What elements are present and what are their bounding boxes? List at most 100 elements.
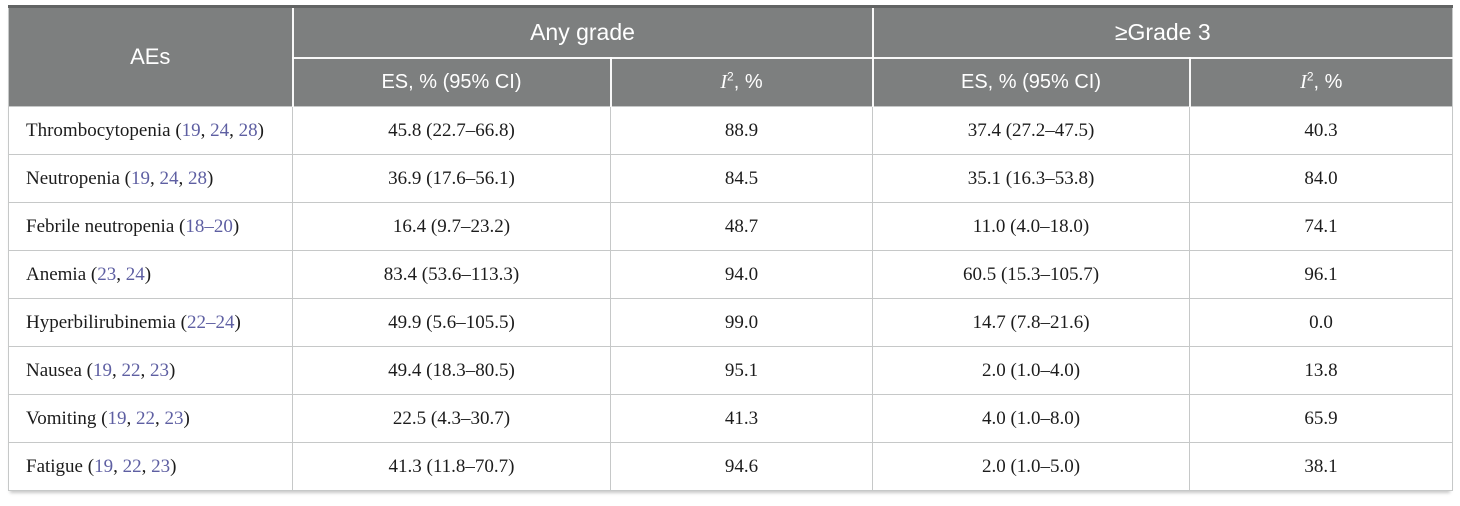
ae-name: Fatigue xyxy=(26,455,83,477)
ae-name-cell: Hyperbilirubinemia (22–24) xyxy=(8,298,293,347)
citation-refs: 23, 24 xyxy=(97,263,145,285)
ae-name: Neutropenia xyxy=(26,167,120,189)
grade3-es-cell: 4.0 (1.0–8.0) xyxy=(872,394,1191,443)
i2-superscript: 2 xyxy=(727,69,734,84)
grade3-i2-cell: 38.1 xyxy=(1189,442,1454,491)
grade3-i2-cell: 96.1 xyxy=(1189,250,1454,299)
citation-refs: 19, 22, 23 xyxy=(107,407,184,429)
citation-link[interactable]: 23 xyxy=(97,263,117,285)
citation-link[interactable]: 19 xyxy=(130,167,150,189)
citation-link[interactable]: 22 xyxy=(122,455,142,477)
citation-link[interactable]: 23 xyxy=(151,455,171,477)
any-grade-es-cell: 22.5 (4.3–30.7) xyxy=(292,394,611,443)
citation-link[interactable]: 23 xyxy=(164,407,184,429)
grade3-i2-cell: 65.9 xyxy=(1189,394,1454,443)
adverse-events-table: AEs Any grade ≥Grade 3 ES, % (95% CI) I2… xyxy=(8,5,1454,491)
table-row: Neutropenia (19, 24, 28) 36.9 (17.6–56.1… xyxy=(8,154,1454,203)
citation-paren: ( xyxy=(81,359,93,381)
ae-name: Vomiting xyxy=(26,407,97,429)
ae-name: Hyperbilirubinemia xyxy=(26,311,176,333)
header-group-row: AEs Any grade ≥Grade 3 xyxy=(8,6,1453,107)
citation-paren: ( xyxy=(175,311,187,333)
citation-paren: ) xyxy=(206,167,214,189)
ae-name: Nausea xyxy=(26,359,82,381)
any-grade-i2-cell: 84.5 xyxy=(609,154,874,203)
citation-link[interactable]: 24 xyxy=(125,263,145,285)
ae-name: Febrile neutropenia xyxy=(26,215,175,237)
citation-paren: ) xyxy=(170,455,177,477)
citation-link[interactable]: 22 xyxy=(121,359,141,381)
es-ci-label: ES, % (95% CI) xyxy=(381,70,522,93)
ae-name-cell: Fatigue (19, 22, 23) xyxy=(8,442,293,491)
citation-link[interactable]: 22–24 xyxy=(186,311,235,333)
citation-link[interactable]: 19 xyxy=(94,455,114,477)
citation-paren: ) xyxy=(232,215,240,237)
grade3-es-header: ES, % (95% CI) xyxy=(872,57,1191,107)
citation-paren: ( xyxy=(174,215,186,237)
any-grade-i2-cell: 88.9 xyxy=(609,106,874,155)
any-grade-es-cell: 45.8 (22.7–66.8) xyxy=(292,106,611,155)
citation-link[interactable]: 28 xyxy=(187,167,207,189)
grade3-es-cell: 60.5 (15.3–105.7) xyxy=(872,250,1191,299)
any-grade-es-cell: 36.9 (17.6–56.1) xyxy=(292,154,611,203)
citation-paren: ( xyxy=(119,167,131,189)
grade3-es-cell: 2.0 (1.0–4.0) xyxy=(872,346,1191,395)
grade3-es-cell: 35.1 (16.3–53.8) xyxy=(872,154,1191,203)
grade3-es-cell: 2.0 (1.0–5.0) xyxy=(872,442,1191,491)
any-grade-es-cell: 41.3 (11.8–70.7) xyxy=(292,442,611,491)
grade3-i2-cell: 40.3 xyxy=(1189,106,1454,155)
table-header: AEs Any grade ≥Grade 3 ES, % (95% CI) I2… xyxy=(8,6,1453,107)
citation-link[interactable]: 18–20 xyxy=(185,215,233,237)
citation-link[interactable]: 24 xyxy=(210,119,230,141)
any-grade-i2-cell: 99.0 xyxy=(609,298,874,347)
any-grade-es-cell: 49.9 (5.6–105.5) xyxy=(292,298,611,347)
i2-percent-label: , % xyxy=(733,70,763,93)
ae-name-cell: Febrile neutropenia (18–20) xyxy=(8,202,293,251)
ae-name-cell: Nausea (19, 22, 23) xyxy=(8,346,293,395)
grade3-i2-cell: 13.8 xyxy=(1189,346,1454,395)
citation-paren: ) xyxy=(234,311,241,333)
table-row: Anemia (23, 24) 83.4 (53.6–113.3) 94.0 6… xyxy=(8,250,1454,299)
any-grade-es-cell: 83.4 (53.6–113.3) xyxy=(292,250,611,299)
citation-paren: ) xyxy=(169,359,176,381)
any-grade-i2-cell: 48.7 xyxy=(609,202,874,251)
adverse-events-table-wrap: AEs Any grade ≥Grade 3 ES, % (95% CI) I2… xyxy=(8,5,1454,491)
table-row: Hyperbilirubinemia (22–24) 49.9 (5.6–105… xyxy=(8,298,1454,347)
table-row: Nausea (19, 22, 23) 49.4 (18.3–80.5) 95.… xyxy=(8,346,1454,395)
any-grade-i2-cell: 94.0 xyxy=(609,250,874,299)
citation-link[interactable]: 19 xyxy=(93,359,112,381)
citation-link[interactable]: 19 xyxy=(107,407,127,429)
ae-name-cell: Neutropenia (19, 24, 28) xyxy=(8,154,293,203)
citation-link[interactable]: 23 xyxy=(150,359,169,381)
grade3-es-cell: 14.7 (7.8–21.6) xyxy=(872,298,1191,347)
any-grade-i2-cell: 41.3 xyxy=(609,394,874,443)
grade3-i2-cell: 84.0 xyxy=(1189,154,1454,203)
citation-link[interactable]: 19 xyxy=(181,119,201,141)
citation-link[interactable]: 22 xyxy=(135,407,155,429)
citation-refs: 19, 24, 28 xyxy=(181,119,258,141)
citation-paren: ) xyxy=(183,407,190,429)
table-row: Thrombocytopenia (19, 24, 28) 45.8 (22.7… xyxy=(8,106,1454,155)
grade3-es-cell: 11.0 (4.0–18.0) xyxy=(872,202,1191,251)
citation-paren: ( xyxy=(86,263,98,285)
citation-link[interactable]: 28 xyxy=(238,119,258,141)
grade3-i2-cell: 0.0 xyxy=(1189,298,1454,347)
header-sub-row: ES, % (95% CI) I2, % ES, % (95% CI) I2, … xyxy=(9,57,1453,107)
es-ci-label: ES, % (95% CI) xyxy=(960,70,1102,93)
citation-paren: ) xyxy=(257,119,264,141)
any-grade-es-header: ES, % (95% CI) xyxy=(292,57,612,107)
citation-paren: ) xyxy=(144,263,152,285)
ae-name: Anemia xyxy=(26,263,87,285)
ae-name-cell: Anemia (23, 24) xyxy=(8,250,293,299)
table-row: Fatigue (19, 22, 23) 41.3 (11.8–70.7) 94… xyxy=(8,442,1454,491)
citation-link[interactable]: 24 xyxy=(159,167,179,189)
citation-refs: 22–24 xyxy=(187,312,235,333)
citation-refs: 19, 24, 28 xyxy=(130,167,207,189)
any-grade-i2-header: I2, % xyxy=(610,57,874,107)
i2-percent-label: , % xyxy=(1313,70,1343,93)
table-body: Thrombocytopenia (19, 24, 28) 45.8 (22.7… xyxy=(8,106,1454,491)
any-grade-i2-cell: 94.6 xyxy=(609,442,874,491)
grade3-group-header: ≥Grade 3 xyxy=(872,6,1453,59)
grade3-i2-header: I2, % xyxy=(1189,57,1453,107)
